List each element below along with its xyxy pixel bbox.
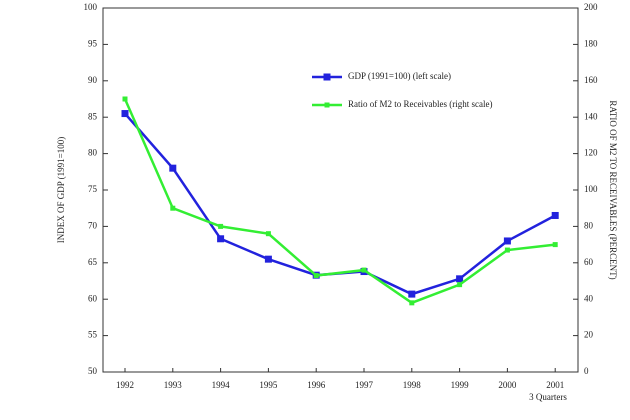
plot-frame	[102, 7, 579, 373]
series-marker	[361, 267, 367, 273]
x-tick-label: 1994	[212, 380, 231, 390]
series-marker	[313, 273, 319, 279]
y2-axis-label: RATIO OF M2 TO RECEIVABLES (PERCENT)	[608, 100, 618, 279]
legend-label: Ratio of M2 to Receivables (right scale)	[348, 99, 492, 109]
y-axis-label: INDEX OF GDP (1991=100)	[56, 137, 66, 244]
legend-marker	[324, 102, 330, 108]
y-tick-label: 80	[88, 148, 98, 158]
y-tick-label: 100	[84, 2, 98, 12]
x-tick-label: 1992	[116, 380, 134, 390]
y2-tick-label: 0	[584, 366, 589, 376]
y2-tick-label: 140	[584, 111, 598, 121]
series-marker	[456, 275, 464, 283]
y-tick-label: 95	[88, 38, 98, 48]
y-tick-label: 75	[88, 184, 98, 194]
series-marker	[217, 235, 225, 243]
series-marker	[121, 110, 129, 118]
legend-marker	[323, 73, 331, 81]
y-tick-label: 90	[88, 75, 98, 85]
series-line	[123, 98, 556, 305]
series-marker	[504, 247, 510, 253]
y-tick-label: 50	[88, 366, 98, 376]
x-tick-label: 1996	[307, 380, 326, 390]
y2-tick-label: 160	[584, 75, 598, 85]
annotation: 3 Quarters	[529, 392, 567, 402]
y2-tick-label: 80	[584, 220, 594, 230]
series-marker	[551, 211, 559, 219]
y-tick-label: 60	[88, 293, 98, 303]
series-marker	[409, 300, 415, 306]
series-marker	[408, 290, 416, 298]
y-tick-label: 70	[88, 220, 98, 230]
x-tick-label: 1998	[403, 380, 422, 390]
x-tick-label: 2000	[498, 380, 517, 390]
series-line	[124, 112, 556, 296]
x-tick-label: 2001	[546, 380, 564, 390]
series-marker	[169, 164, 177, 172]
x-tick-label: 1993	[164, 380, 183, 390]
legend-label: GDP (1991=100) (left scale)	[348, 71, 451, 81]
y2-tick-label: 20	[584, 330, 594, 340]
y-tick-label: 65	[88, 257, 98, 267]
y2-tick-label: 180	[584, 38, 598, 48]
y-tick-label: 55	[88, 330, 98, 340]
x-tick-label: 1999	[451, 380, 470, 390]
series-marker	[552, 242, 558, 248]
y2-tick-label: 60	[584, 257, 594, 267]
x-tick-label: 1997	[355, 380, 374, 390]
y2-tick-label: 200	[584, 2, 598, 12]
series-marker	[457, 282, 463, 288]
series-marker	[264, 255, 272, 263]
y-tick-label: 85	[88, 111, 98, 121]
y2-tick-label: 40	[584, 293, 594, 303]
y2-tick-label: 120	[584, 148, 598, 158]
y2-tick-label: 100	[584, 184, 598, 194]
series-marker	[218, 223, 224, 229]
series-marker	[122, 96, 128, 102]
series-marker	[503, 237, 511, 245]
series-marker	[170, 205, 176, 211]
series-marker	[265, 231, 271, 237]
x-tick-label: 1995	[259, 380, 278, 390]
